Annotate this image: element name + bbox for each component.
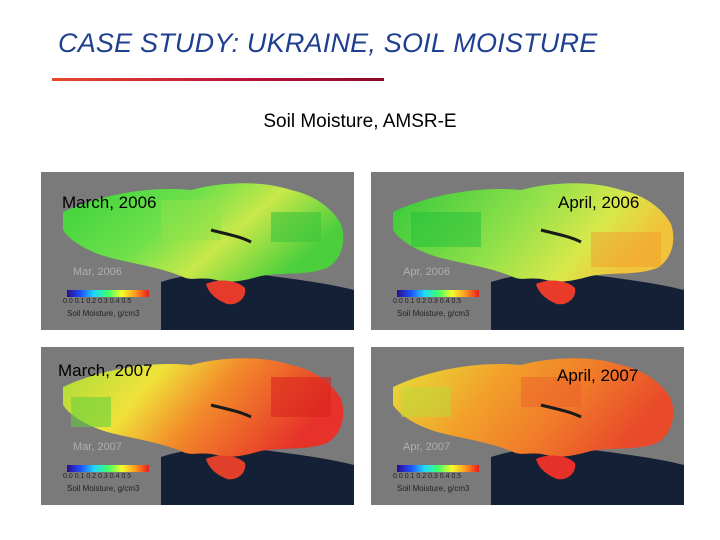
sea-area	[491, 447, 684, 505]
map-panel-mar-2007: March, 2007 Mar, 2007 0.0 0.1 0.2 0.3 0.…	[41, 347, 354, 505]
dnieper-river	[210, 403, 252, 419]
dnieper-river	[540, 403, 582, 419]
map-graphic	[393, 358, 684, 505]
tick: 0.0	[63, 298, 73, 305]
panel-watermark: Mar, 2006	[73, 266, 122, 278]
panel-watermark: Apr, 2006	[403, 266, 451, 278]
ukraine-land	[393, 183, 674, 282]
tick: 0.3	[98, 298, 108, 305]
tick: 0.1	[404, 473, 415, 480]
tick: 0.5	[121, 298, 132, 305]
tick: 0.4	[109, 298, 120, 305]
colorbar	[397, 290, 479, 297]
tick: 0.0	[393, 473, 403, 480]
tick: 0.1	[74, 473, 85, 480]
colorbar	[67, 465, 149, 472]
tick: 0.3	[428, 298, 438, 305]
tick: 0.2	[416, 473, 427, 480]
colorbar-ticks: 0.0 0.1 0.2 0.3 0.4 0.5	[63, 298, 131, 305]
tick: 0.4	[109, 473, 120, 480]
map-graphic	[63, 358, 354, 505]
tick: 0.2	[86, 298, 97, 305]
tick: 0.5	[121, 473, 132, 480]
panel-date-label: April, 2006	[558, 193, 640, 212]
panel-date-label: April, 2007	[557, 366, 639, 385]
tick: 0.3	[98, 473, 108, 480]
map-panel-apr-2007: April, 2007 Apr, 2007 0.0 0.1 0.2 0.3 0.…	[371, 347, 684, 505]
tick: 0.0	[63, 473, 73, 480]
dnieper-river	[210, 228, 252, 244]
tick: 0.4	[439, 298, 450, 305]
slide-title: CASE STUDY: UKRAINE, SOIL MOISTURE	[58, 28, 598, 58]
tick: 0.2	[416, 298, 427, 305]
tick: 0.5	[451, 298, 462, 305]
colorbar-ticks: 0.0 0.1 0.2 0.3 0.4 0.5	[63, 473, 131, 480]
colorbar-label: Soil Moisture, g/cm3	[397, 484, 470, 493]
map-panel-apr-2006: April, 2006 Apr, 2006 0.0 0.1 0.2 0.3 0.…	[371, 172, 684, 330]
figure-subtitle: Soil Moisture, AMSR-E	[263, 111, 457, 132]
dnieper-river	[540, 228, 582, 244]
sea-area	[491, 272, 684, 330]
sea-area	[161, 272, 354, 330]
tick: 0.2	[86, 473, 97, 480]
colorbar-label: Soil Moisture, g/cm3	[67, 484, 140, 493]
crimea	[206, 280, 246, 305]
colorbar	[397, 465, 479, 472]
colorbar-label: Soil Moisture, g/cm3	[67, 309, 140, 318]
crimea	[536, 280, 576, 305]
colorbar-ticks: 0.0 0.1 0.2 0.3 0.4 0.5	[393, 298, 461, 305]
colorbar-label: Soil Moisture, g/cm3	[397, 309, 470, 318]
panel-watermark: Mar, 2007	[73, 441, 122, 453]
title-underline	[52, 78, 384, 81]
panel-watermark: Apr, 2007	[403, 441, 451, 453]
colorbar	[67, 290, 149, 297]
colorbar-ticks: 0.0 0.1 0.2 0.3 0.4 0.5	[393, 473, 461, 480]
crimea	[536, 455, 576, 480]
tick: 0.1	[404, 298, 415, 305]
panel-date-label: March, 2006	[62, 193, 157, 212]
map-panel-mar-2006: March, 2006 Mar, 2006 0.0 0.1 0.2 0.3 0.…	[41, 172, 354, 330]
tick: 0.1	[74, 298, 85, 305]
tick: 0.3	[428, 473, 438, 480]
map-graphic	[63, 183, 354, 330]
sea-area	[161, 447, 354, 505]
ukraine-land	[393, 358, 674, 457]
map-graphic	[393, 183, 684, 330]
crimea	[206, 455, 246, 480]
tick: 0.4	[439, 473, 450, 480]
panel-date-label: March, 2007	[58, 361, 153, 380]
tick: 0.0	[393, 298, 403, 305]
tick: 0.5	[451, 473, 462, 480]
